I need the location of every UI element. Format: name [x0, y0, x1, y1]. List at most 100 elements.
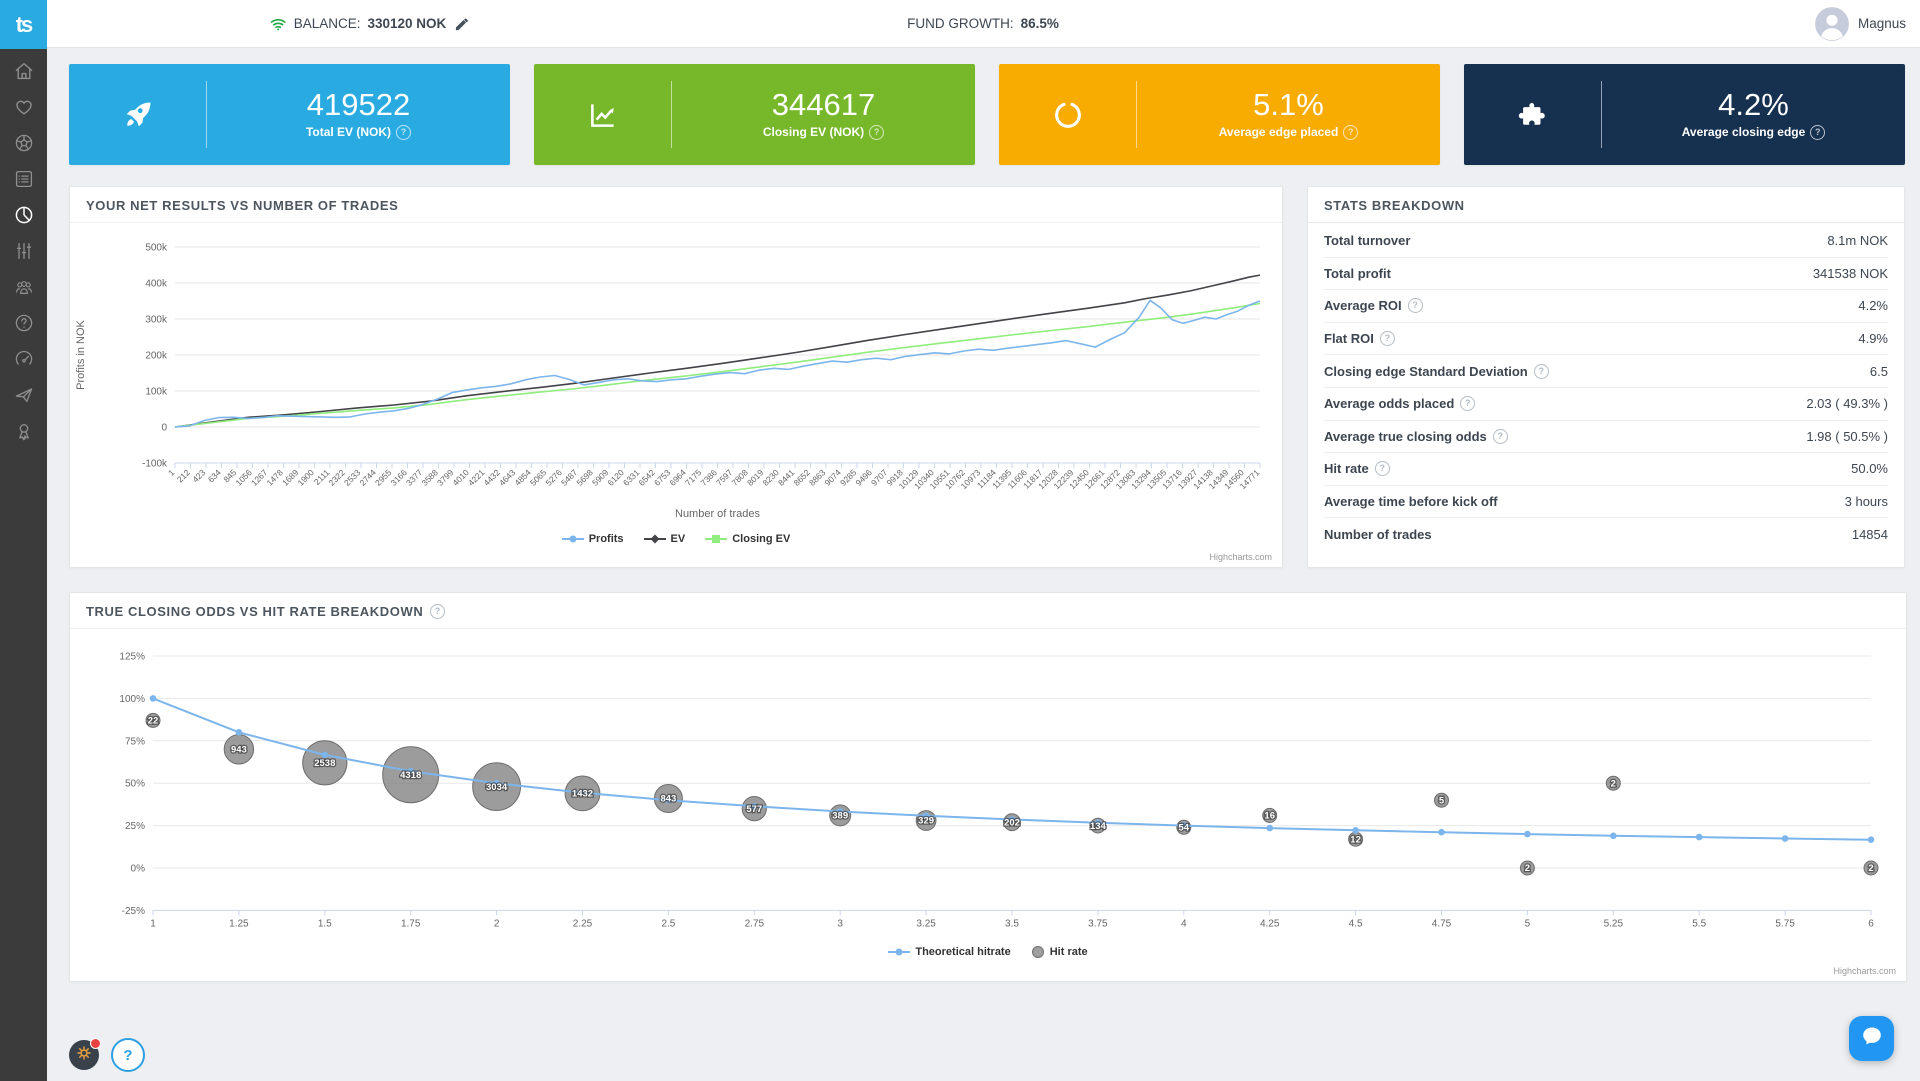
svg-text:202: 202 — [1004, 817, 1020, 828]
pie-chart-icon — [12, 203, 36, 227]
legend-item-closing-ev[interactable]: Closing EV — [705, 533, 790, 545]
stat-card-total-ev-nok: 419522Total EV (NOK)? — [69, 64, 510, 165]
legend-item-profits[interactable]: Profits — [562, 533, 624, 545]
info-icon[interactable]: ? — [1460, 396, 1475, 411]
main-content: 419522Total EV (NOK)?344617Closing EV (N… — [69, 64, 1905, 982]
svg-text:1.5: 1.5 — [318, 918, 332, 929]
help-button[interactable]: ? — [111, 1038, 145, 1072]
info-icon[interactable]: ? — [1493, 429, 1508, 444]
info-icon[interactable]: ? — [430, 604, 445, 619]
net-results-card: YOUR NET RESULTS VS NUMBER OF TRADES 500… — [69, 186, 1283, 568]
svg-text:4.5: 4.5 — [1349, 918, 1363, 929]
stats-row-label: Hit rate? — [1324, 461, 1390, 476]
question-icon — [12, 311, 36, 335]
notification-dot — [90, 1038, 101, 1049]
topbar: BALANCE: 330120 NOK FUND GROWTH: 86.5% M… — [47, 0, 1920, 48]
sidebar-item-medal[interactable] — [12, 419, 36, 443]
edit-balance-icon[interactable] — [453, 16, 468, 31]
svg-text:12: 12 — [1350, 834, 1361, 845]
info-icon[interactable]: ? — [1380, 331, 1395, 346]
info-icon[interactable]: ? — [1534, 364, 1549, 379]
stat-card-value: 5.1% — [1253, 89, 1324, 122]
stats-row-label: Number of trades — [1324, 527, 1432, 542]
svg-text:0%: 0% — [131, 864, 146, 875]
stats-row-label: Average odds placed? — [1324, 396, 1475, 411]
svg-text:2.25: 2.25 — [573, 918, 593, 929]
balance-value: 330120 NOK — [367, 16, 446, 31]
stat-card-value: 419522 — [307, 89, 410, 122]
svg-text:2: 2 — [1525, 863, 1530, 874]
wifi-icon — [270, 16, 287, 31]
highcharts-credit[interactable]: Highcharts.com — [1833, 966, 1896, 976]
puzzle-icon — [1464, 64, 1601, 165]
svg-text:1: 1 — [150, 918, 156, 929]
stats-rows: Total turnover 8.1m NOK Total profit341538… — [1308, 223, 1904, 550]
sidebar-item-home[interactable] — [12, 59, 36, 83]
svg-text:329: 329 — [918, 816, 934, 827]
svg-text:3.25: 3.25 — [916, 918, 936, 929]
svg-text:2: 2 — [494, 918, 500, 929]
stats-breakdown-card: STATS BREAKDOWN Total turnover8.1m NOKTo… — [1307, 186, 1905, 568]
info-icon[interactable]: ? — [869, 125, 884, 140]
stats-row-value: 8.1m NOK — [1827, 233, 1888, 248]
stats-row-label: Average true closing odds? — [1324, 429, 1508, 444]
settings-button[interactable] — [69, 1040, 99, 1070]
legend-item-ev[interactable]: EV — [644, 533, 686, 545]
heart-icon — [12, 95, 36, 119]
sidebar-item-sliders[interactable] — [12, 239, 36, 263]
stats-row-label: Total turnover — [1324, 233, 1410, 248]
stats-row-total-profit: Total profit341538 NOK — [1324, 258, 1888, 291]
stat-card-body: 4.2%Average closing edge? — [1602, 64, 1905, 165]
stats-row-label: Average time before kick off — [1324, 494, 1498, 509]
svg-text:2538: 2538 — [314, 758, 335, 769]
stat-card-label: Closing EV (NOK)? — [763, 125, 884, 140]
stats-row-hit-rate: Hit rate?50.0% — [1324, 453, 1888, 486]
avatar[interactable] — [1815, 7, 1849, 41]
stats-row-value: 2.03 ( 49.3% ) — [1806, 396, 1888, 411]
info-icon[interactable]: ? — [396, 125, 411, 140]
app-logo[interactable]: ts — [0, 0, 47, 49]
legend-item-hit-rate[interactable]: Hit rate — [1031, 945, 1088, 959]
svg-text:2.5: 2.5 — [661, 918, 675, 929]
sidebar-item-list[interactable] — [12, 167, 36, 191]
user-name: Magnus — [1858, 16, 1906, 31]
svg-text:423: 423 — [190, 467, 207, 484]
svg-text:-25%: -25% — [122, 906, 145, 917]
sidebar-item-pie-chart[interactable] — [12, 203, 36, 227]
gauge-icon — [12, 347, 36, 371]
stats-row-average-time-before-kick-off: Average time before kick off3 hours — [1324, 486, 1888, 519]
svg-text:5: 5 — [1439, 795, 1445, 806]
info-icon[interactable]: ? — [1408, 298, 1423, 313]
balance-group: BALANCE: 330120 NOK — [270, 0, 469, 47]
fund-growth-label: FUND GROWTH: — [907, 16, 1013, 31]
legend-item-theoretical-hitrate[interactable]: Theoretical hitrate — [888, 946, 1010, 958]
svg-text:3034: 3034 — [486, 782, 508, 793]
svg-text:4.25: 4.25 — [1260, 918, 1280, 929]
info-icon[interactable]: ? — [1343, 125, 1358, 140]
sidebar-item-question[interactable] — [12, 311, 36, 335]
balance-label: BALANCE: — [294, 16, 361, 31]
chat-button[interactable] — [1849, 1016, 1894, 1061]
sidebar-item-heart[interactable] — [12, 95, 36, 119]
sidebar: ts — [0, 0, 47, 1081]
svg-text:389: 389 — [832, 811, 848, 822]
sidebar-item-people[interactable] — [12, 275, 36, 299]
svg-text:4.75: 4.75 — [1432, 918, 1452, 929]
svg-text:1432: 1432 — [572, 789, 593, 800]
fund-growth-value: 86.5% — [1021, 16, 1059, 31]
sidebar-item-gauge[interactable] — [12, 347, 36, 371]
info-icon[interactable]: ? — [1810, 125, 1825, 140]
info-icon[interactable]: ? — [1375, 461, 1390, 476]
stats-breakdown-title: STATS BREAKDOWN — [1308, 187, 1904, 223]
sidebar-item-paper-plane[interactable] — [12, 383, 36, 407]
sidebar-item-football[interactable] — [12, 131, 36, 155]
svg-text:6: 6 — [1868, 918, 1874, 929]
stats-row-total-turnover: Total turnover 8.1m NOK — [1324, 225, 1888, 258]
svg-text:5.25: 5.25 — [1604, 918, 1624, 929]
odds-hitrate-legend: Theoretical hitrate Hit rate — [70, 945, 1906, 959]
help-question-label: ? — [123, 1047, 132, 1064]
svg-text:200k: 200k — [145, 351, 168, 362]
user-menu[interactable]: Magnus — [1815, 0, 1906, 47]
highcharts-credit[interactable]: Highcharts.com — [1209, 552, 1272, 562]
stats-row-label: Average ROI? — [1324, 298, 1423, 313]
